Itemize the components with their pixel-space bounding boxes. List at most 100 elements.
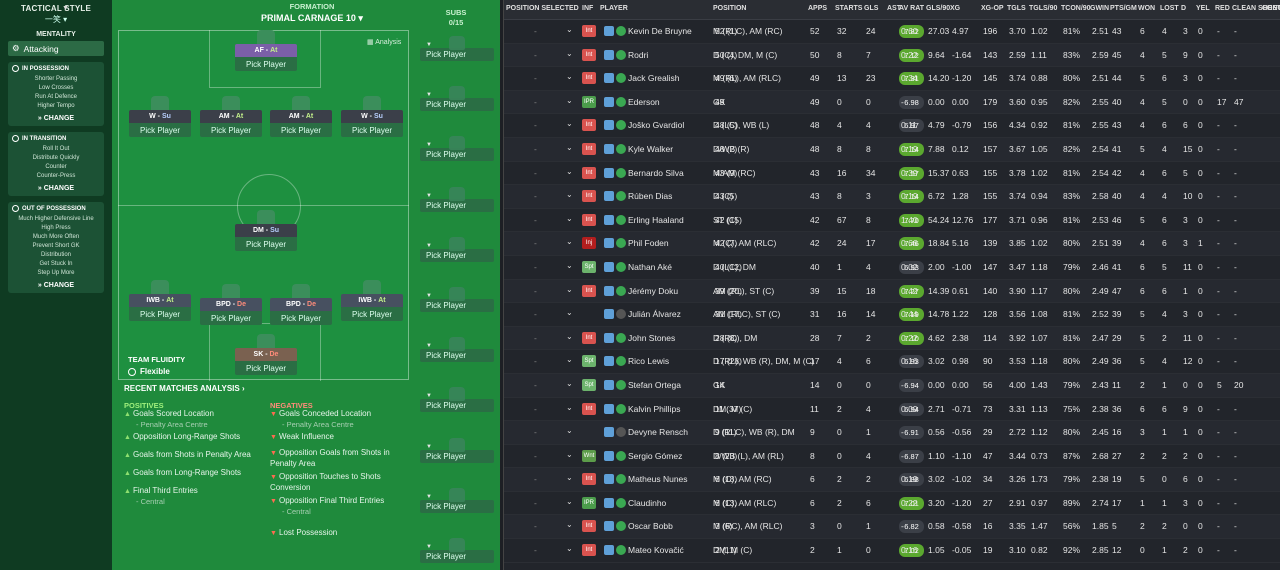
position-selected[interactable]: - [534,450,537,461]
player-name[interactable]: Ederson [628,96,660,107]
table-row[interactable]: - ⌄ Int Kyle Walker D/WB (R) 48 (2) 48 8 8 7.14 0.… [504,137,1280,162]
table-row[interactable]: - ⌄ Int Oscar Bobb M (RC), AM (RLC) 3 (6) 3 0 1 6… [504,515,1280,540]
player-slot[interactable]: AM - At Pick Player [200,96,262,137]
pick-player-select[interactable]: Pick Player [235,237,297,251]
pick-player-select[interactable]: Pick Player [200,123,262,137]
pick-player-select[interactable]: Pick Player ▼ [420,243,494,262]
chevron-down-icon[interactable]: ⌄ [566,284,573,294]
chevron-down-icon[interactable]: ⌄ [566,378,573,388]
pick-player-select[interactable]: Pick Player ▼ [420,293,494,312]
sub-slot[interactable]: Pick Player ▼ [420,236,494,262]
table-row[interactable]: - ⌄ IPR Claudinho M (C), AM (RLC) 6 (13) 6 2 6 7.… [504,492,1280,516]
pick-player-select[interactable]: Pick Player [129,123,191,137]
mentality-dropdown[interactable]: ⚙ Attacking ▼ [8,5,104,56]
pick-player-select[interactable]: Pick Player [129,307,191,321]
column-header[interactable]: POSITION SELECTED [506,5,579,12]
table-row[interactable]: - ⌄ Int Matheus Nunes M (C), AM (RC) 6 (18) 6 2… [504,468,1280,492]
column-header[interactable]: WON [1138,5,1156,12]
chevron-down-icon[interactable]: ⌄ [566,402,573,412]
chevron-down-icon[interactable]: ⌄ [566,72,573,82]
column-header[interactable]: LOST [1160,5,1179,12]
position-selected[interactable]: - [534,379,537,390]
position-selected[interactable]: - [534,143,537,154]
position-selected[interactable]: - [534,285,537,296]
table-row[interactable]: - ⌄ IPR Ederson GK 49 49 0 0 6.98-0.00 0.00 179 3.60… [504,90,1280,115]
pick-player-select[interactable]: Pick Player [341,123,403,137]
chevron-down-icon[interactable]: ⌄ [566,449,573,459]
chevron-down-icon[interactable]: ⌄ [566,473,573,483]
column-header[interactable]: APPS [808,5,828,12]
change-button[interactable]: » CHANGE [37,282,75,289]
table-row[interactable]: - ⌄ Inj Phil Foden M (C), AM (RLC) 42 (7) 42 24… [504,232,1280,256]
position-selected[interactable]: - [534,238,537,249]
position-selected[interactable]: - [534,261,537,272]
table-row[interactable]: - ⌄ Julián Álvarez AM (RLC), ST (C) 31 (17) 3… [504,303,1280,327]
table-row[interactable]: - ⌄ Wnt Sergio Gómez D/WB (L), AM (RL) 8 (23)… [504,445,1280,469]
position-selected[interactable]: - [534,474,537,485]
player-name[interactable]: Jérémy Doku [628,285,679,296]
player-slot[interactable]: AM - At Pick Player [270,96,332,137]
sub-slot[interactable]: Pick Player ▼ [420,337,494,363]
chevron-down-icon[interactable]: ⌄ [566,237,573,247]
table-row[interactable]: - ⌄ Int Joško Gvardiol D (LC), WB (L) 48 (5) 4… [504,114,1280,138]
pick-player-select[interactable]: Pick Player [270,123,332,137]
chevron-down-icon[interactable]: ⌄ [566,355,573,365]
player-slot[interactable]: W - Su Pick Player [129,96,191,137]
player-name[interactable]: Mateo Kovačić [628,545,684,556]
pick-player-select[interactable]: Pick Player ▼ [420,444,494,463]
player-slot[interactable]: BPD - De Pick Player [200,284,262,325]
chevron-down-icon[interactable]: ⌄ [566,48,573,58]
pick-player-select[interactable]: Pick Player [200,311,262,325]
chevron-down-icon[interactable]: ⌄ [566,166,573,176]
chevron-down-icon[interactable]: ⌄ [566,142,573,152]
player-slot[interactable]: BPD - De Pick Player [270,284,332,325]
column-header[interactable]: GLS [864,5,879,12]
table-row[interactable]: - ⌄ Int Rodri D (C), DM, M (C) 50 (4) 50 8 7 7.12… [504,43,1280,68]
position-selected[interactable]: - [534,49,537,60]
column-header[interactable]: CLEAN SHEETS [1232,5,1280,12]
position-selected[interactable]: - [534,167,537,178]
position-selected[interactable]: - [534,356,537,367]
player-name[interactable]: Rodri [628,49,649,60]
player-name[interactable]: Devyne Rensch [628,427,689,438]
table-row[interactable]: - ⌄ Spt Rico Lewis D (RL), WB (R), DM, M (C)… [504,350,1280,374]
table-row[interactable]: - ⌄ Spt Nathan Aké D (LC), DM 40 (12) 40 1 4 6.93… [504,256,1280,280]
chevron-down-icon[interactable]: ⌄ [566,544,573,554]
column-header[interactable]: AST [887,5,901,12]
player-name[interactable]: Julián Álvarez [628,309,681,320]
player-name[interactable]: Rúben Dias [628,191,673,202]
column-header[interactable]: STARTS [835,5,863,12]
table-row[interactable]: - ⌄ Int Kalvin Phillips DM, M (C) 11 (37) 11 2 4… [504,398,1280,422]
pick-player-select[interactable]: Pick Player ▼ [420,343,494,363]
tactical-style-select[interactable]: 一笑 ▾ [44,15,68,24]
pick-player-select[interactable]: Pick Player ▼ [420,494,494,513]
position-selected[interactable]: - [534,545,537,556]
position-selected[interactable]: - [534,26,537,36]
column-header[interactable]: INF [582,5,594,12]
player-name[interactable]: Claudinho [628,497,667,508]
player-name[interactable]: Phil Foden [628,238,669,249]
position-selected[interactable]: - [534,96,537,107]
recent-matches-analysis-link[interactable]: RECENT MATCHES ANALYSIS › [124,384,245,393]
player-name[interactable]: Erling Haaland [628,214,684,225]
pick-player-select[interactable]: Pick Player ▼ [420,193,494,212]
column-header[interactable]: AV RAT [899,5,925,12]
chevron-down-icon[interactable]: ⌄ [566,520,573,530]
pick-player-select[interactable]: Pick Player [235,361,297,375]
player-slot[interactable]: IWB - At Pick Player [341,280,403,321]
sub-slot[interactable]: Pick Player ▼ [420,136,494,162]
table-row[interactable]: - ⌄ Int Erling Haaland ST (C) 42 (15) 42 67 8 7.7… [504,209,1280,233]
player-name[interactable]: Oscar Bobb [628,521,673,532]
position-selected[interactable]: - [534,497,537,508]
player-slot[interactable]: DM - Su Pick Player [235,210,297,251]
player-slot[interactable]: IWB - At Pick Player [129,280,191,321]
column-header[interactable]: XG-OP [981,5,1004,12]
column-header[interactable]: XG [950,5,961,12]
column-header[interactable]: PTS/GM [1110,5,1137,12]
chevron-down-icon[interactable]: ⌄ [566,260,573,270]
column-header[interactable]: TCON/90 [1061,5,1091,12]
change-button[interactable]: » CHANGE [37,185,75,192]
column-header[interactable]: GLS/90 [926,5,951,12]
chevron-down-icon[interactable]: ⌄ [566,95,573,105]
analysis-toggle[interactable]: ▦ Analysis [367,39,402,46]
